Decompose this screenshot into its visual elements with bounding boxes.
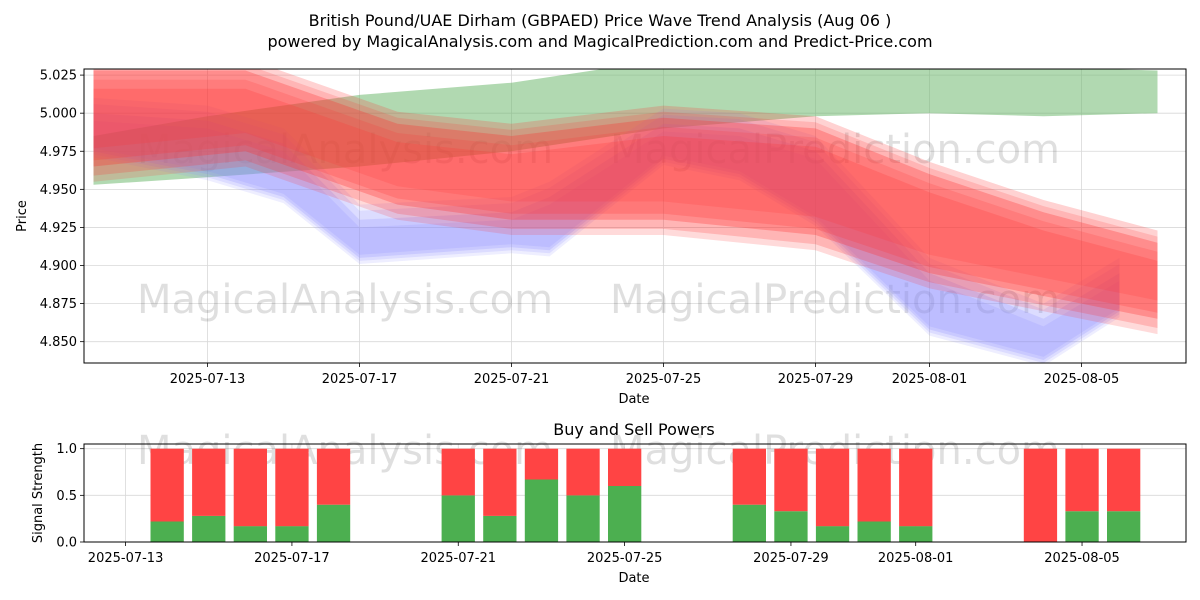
signal-y-tick-label: 0.0 (56, 536, 77, 551)
signal-y-tick-label: 0.5 (56, 489, 77, 504)
sell-power-bar (1023, 448, 1058, 542)
signal-plot-frame (83, 443, 1187, 543)
price-bands (93, 69, 1158, 363)
signal-x-tick-label: 2025-07-25 (587, 551, 663, 566)
price-x-axis-label: Date (618, 392, 649, 407)
sell-power-bar (566, 448, 600, 496)
sell-power-bar (732, 448, 766, 505)
watermark-prediction-mid: MagicalPrediction.com (610, 277, 1060, 323)
sell-power-bar (815, 448, 850, 527)
signal-y-tick-label: 1.0 (56, 442, 77, 457)
sell-power-bar (233, 448, 267, 527)
sell-power-bar (1107, 448, 1141, 512)
red-wave-band (93, 70, 1158, 319)
price-x-tick-label: 2025-07-21 (474, 372, 550, 387)
red-wave-band (93, 79, 1158, 335)
buy-power-bar (1065, 511, 1099, 542)
signal-chart: Buy and Sell Powers MagicalAnalysis.com … (31, 420, 1187, 586)
buy-power-bar (774, 511, 808, 542)
price-plot-frame (83, 68, 1187, 364)
price-x-tick-label: 2025-07-25 (626, 372, 702, 387)
price-chart: MagicalAnalysis.com MagicalPrediction.co… (15, 68, 1187, 407)
price-y-tick-label: 5.025 (40, 69, 77, 84)
buy-power-bar (524, 479, 559, 542)
signal-x-axis-label: Date (618, 571, 649, 586)
sell-power-bar (608, 448, 642, 486)
price-y-tick-label: 5.000 (40, 107, 77, 122)
buy-power-bar (316, 504, 351, 542)
blue-wave-band (93, 113, 1120, 360)
signal-y-axis-label: Signal Strength (31, 443, 46, 543)
buy-power-bar (1107, 511, 1141, 542)
green-wave-band (93, 69, 1158, 185)
price-x-tick-label: 2025-08-01 (892, 372, 968, 387)
sell-power-bar (150, 448, 184, 522)
buy-power-bar (566, 495, 600, 542)
price-x-tick-label: 2025-07-17 (322, 372, 398, 387)
signal-x-tick-label: 2025-08-01 (878, 551, 954, 566)
signal-x-tick-label: 2025-07-13 (88, 551, 164, 566)
sell-power-bar (483, 448, 517, 516)
signal-y-ticks: 0.0 0.5 1.0 (56, 442, 84, 551)
price-x-tick-label: 2025-07-13 (170, 372, 246, 387)
price-y-tick-label: 4.900 (40, 259, 77, 274)
chart-subtitle: powered by MagicalAnalysis.com and Magic… (267, 32, 932, 51)
blue-wave-band (93, 120, 1120, 363)
buy-power-bar (483, 515, 517, 542)
signal-chart-title: Buy and Sell Powers (553, 420, 715, 439)
blue-wave-band (93, 104, 1120, 357)
sell-power-bar (857, 448, 891, 522)
watermark-analysis-mid: MagicalAnalysis.com (137, 277, 553, 323)
price-y-tick-label: 4.875 (40, 297, 77, 312)
price-x-ticks: 2025-07-13 2025-07-17 2025-07-21 2025-07-25… (170, 363, 1120, 387)
sell-power-bar (275, 448, 309, 527)
buy-power-bar (441, 495, 475, 542)
price-x-tick-label: 2025-07-29 (778, 372, 854, 387)
signal-x-tick-label: 2025-08-05 (1044, 551, 1120, 566)
price-x-tick-label: 2025-08-05 (1044, 372, 1120, 387)
buy-power-bar (150, 521, 184, 542)
buy-power-bar (815, 526, 850, 542)
buy-power-bar (899, 526, 933, 542)
price-y-tick-label: 4.850 (40, 335, 77, 350)
price-y-tick-label: 4.975 (40, 145, 77, 160)
chart-title: British Pound/UAE Dirham (GBPAED) Price … (309, 11, 892, 30)
red-wave-band (93, 69, 1158, 301)
sell-power-bar (1065, 448, 1099, 512)
buy-power-bar (857, 521, 891, 542)
signal-x-tick-label: 2025-07-21 (420, 551, 496, 566)
sell-power-bar (774, 448, 808, 512)
sell-power-bar (316, 448, 351, 505)
buy-power-bar (192, 515, 226, 542)
signal-bars (150, 448, 1141, 542)
signal-x-tick-label: 2025-07-17 (254, 551, 330, 566)
red-wave-band (93, 69, 1158, 328)
sell-power-bar (899, 448, 933, 527)
blue-wave-band (93, 97, 1120, 363)
buy-power-bar (608, 486, 642, 542)
sell-power-bar (524, 448, 559, 480)
buy-power-bar (732, 504, 766, 542)
price-y-tick-label: 4.950 (40, 183, 77, 198)
price-y-ticks: 4.850 4.875 4.900 4.925 4.950 4.975 5.000 5.025 (40, 69, 84, 350)
sell-power-bar (192, 448, 226, 516)
price-y-tick-label: 4.925 (40, 221, 77, 236)
red-wave-band (93, 88, 1158, 313)
buy-power-bar (275, 526, 309, 542)
buy-power-bar (233, 526, 267, 542)
signal-x-ticks: 2025-07-13 2025-07-17 2025-07-21 2025-07-25… (88, 542, 1120, 566)
watermark-prediction-top: MagicalPrediction.com (610, 127, 1060, 173)
sell-power-bar (441, 448, 475, 496)
signal-x-tick-label: 2025-07-29 (753, 551, 829, 566)
price-y-axis-label: Price (15, 200, 30, 232)
